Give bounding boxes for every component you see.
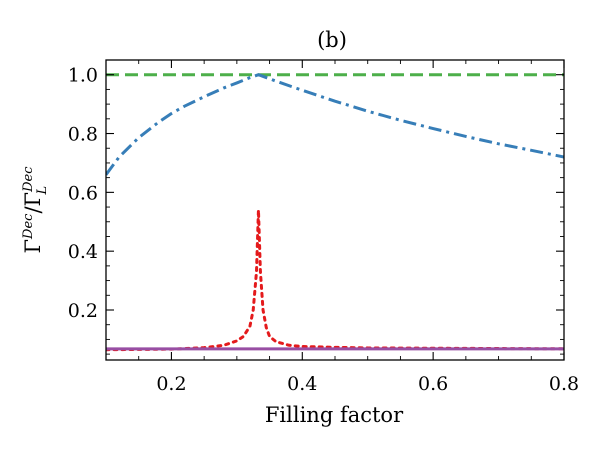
y-label-denominator-sup: Dec xyxy=(21,166,36,193)
y-tick-label: 0.4 xyxy=(68,241,98,263)
series-line-blue-dashdot xyxy=(106,73,564,176)
y-tick-label: 1.0 xyxy=(68,65,98,87)
x-axis-label: Filling factor xyxy=(265,403,404,427)
x-tick-label: 0.2 xyxy=(156,373,186,395)
chart-title: (b) xyxy=(317,28,347,52)
series-line-red-dotted xyxy=(106,208,564,352)
x-tick-label: 0.8 xyxy=(549,373,579,395)
y-axis-label: ΓDec/ΓDecL xyxy=(21,166,50,254)
y-tick-label: 0.2 xyxy=(68,300,98,322)
x-tick-label: 0.6 xyxy=(418,373,448,395)
y-tick-label: 0.6 xyxy=(68,182,98,204)
y-label-denominator-sub: L xyxy=(35,186,50,196)
y-label-gamma-den: Γ xyxy=(21,192,45,207)
y-label-slash: / xyxy=(21,206,45,214)
x-tick-label: 0.4 xyxy=(287,373,317,395)
y-label-numerator-sup: Dec xyxy=(21,213,36,240)
series-layer xyxy=(106,73,564,352)
ticks-layer: 0.2 0.4 0.6 0.8 0.2 0.4 0.6 0.8 1.0 xyxy=(68,59,579,395)
plot-frame xyxy=(105,59,565,361)
y-label-gamma: Γ xyxy=(21,239,45,254)
y-tick-label: 0.8 xyxy=(68,124,98,146)
